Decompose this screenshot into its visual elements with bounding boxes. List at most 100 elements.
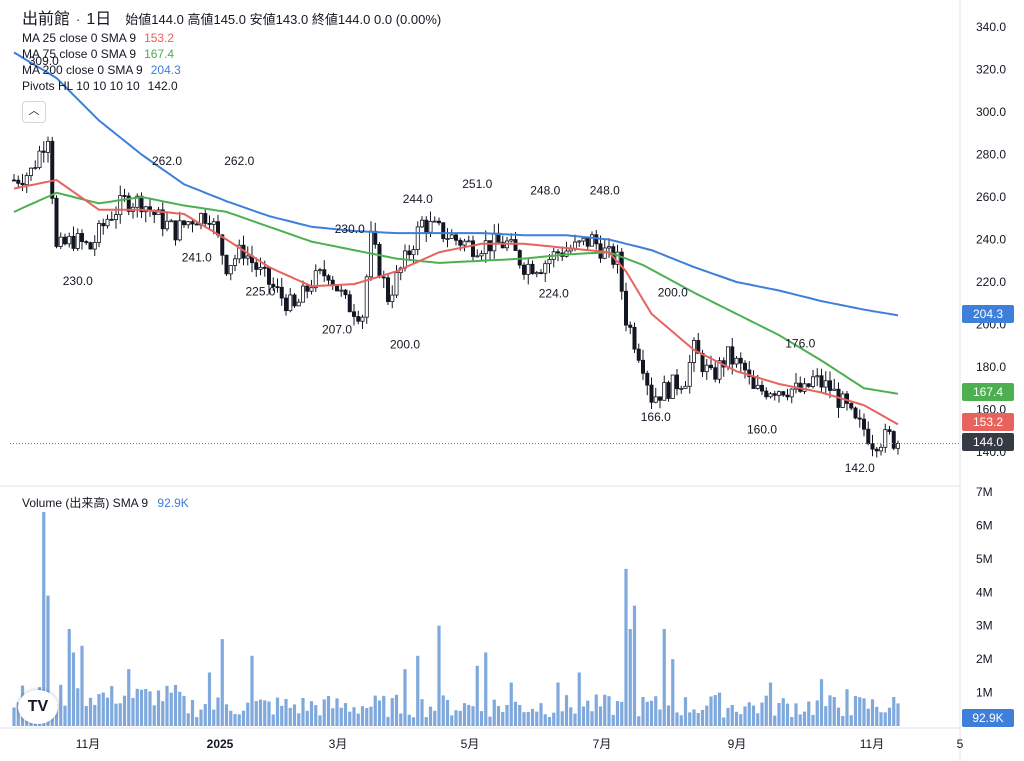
candle-body <box>874 448 879 452</box>
indicator-value: 167.4 <box>144 47 175 61</box>
low-value: 143.0 <box>275 12 309 27</box>
candle-body <box>828 380 833 391</box>
volume-bar <box>569 707 573 726</box>
volume-bar <box>394 694 399 726</box>
price-tick-label: 280.0 <box>976 148 1006 162</box>
close-label: 終値 <box>311 12 338 27</box>
volume-bar <box>594 694 598 726</box>
volume-bar <box>390 698 394 726</box>
volume-bar <box>335 698 339 726</box>
candle-body <box>658 396 663 401</box>
candle-body <box>330 279 335 286</box>
volume-bar <box>356 713 360 726</box>
candle-body <box>80 233 85 242</box>
chart-legend: 出前館 · 1日 始値144.0 高値145.0 安値143.0 終値144.0… <box>22 10 441 94</box>
tradingview-logo[interactable]: TV <box>18 690 58 724</box>
candle-body <box>92 242 97 250</box>
volume-bar <box>122 695 127 726</box>
pivot-label: 251.0 <box>462 177 492 191</box>
pivot-label: 230.0 <box>335 222 365 236</box>
candle-body <box>781 391 786 396</box>
volume-bar <box>577 672 581 726</box>
volume-bar <box>479 711 484 726</box>
volume-tick-label: 6M <box>976 518 993 532</box>
indicator-name: MA 25 close 0 SMA 9 <box>22 31 137 45</box>
volume-bar <box>152 705 156 726</box>
candle-body <box>696 340 701 354</box>
volume-bar <box>641 696 645 726</box>
collapse-legend-button[interactable]: ︿ <box>22 101 46 123</box>
volume-bar <box>598 706 603 726</box>
time-tick-label: 9月 <box>728 737 747 751</box>
candle-body <box>726 346 731 368</box>
indicator-pivots[interactable]: Pivots HL 10 10 10 10 142.0 <box>22 78 441 94</box>
candle-body <box>823 380 828 388</box>
candle-body <box>709 364 714 369</box>
volume-bar <box>301 697 305 726</box>
candle-body <box>704 364 709 373</box>
volume-bar <box>683 697 688 726</box>
candle-body <box>71 235 76 249</box>
pivot-label: 176.0 <box>785 337 815 351</box>
candle-body <box>509 239 514 242</box>
candle-body <box>322 269 327 277</box>
volume-tick-label: 2M <box>976 652 993 666</box>
candle-body <box>181 220 186 226</box>
candle-body <box>522 264 527 275</box>
candle-body <box>619 251 624 292</box>
candle-body <box>641 359 646 374</box>
volume-bar <box>280 705 284 726</box>
last-price-tag: 144.0 <box>962 433 1014 451</box>
volume-bar <box>543 714 547 726</box>
high-value: 145.0 <box>213 12 247 27</box>
volume-legend[interactable]: Volume (出来高) SMA 9 92.9K <box>22 494 189 511</box>
candle-body <box>339 289 344 292</box>
volume-bar <box>505 704 509 726</box>
indicator-ma25[interactable]: MA 25 close 0 SMA 9 153.2 <box>22 30 441 46</box>
volume-bar <box>84 706 88 726</box>
candle-body <box>539 272 544 274</box>
candle-body <box>832 388 837 391</box>
candle-body <box>483 240 488 254</box>
indicator-ma200[interactable]: MA 200 close 0 SMA 9 204.3 <box>22 62 441 78</box>
volume-bar <box>220 639 224 726</box>
indicator-ma75[interactable]: MA 75 close 0 SMA 9 167.4 <box>22 46 441 62</box>
volume-bar <box>811 714 815 726</box>
candle-body <box>883 429 888 448</box>
candle-body <box>717 360 722 380</box>
interval-label[interactable]: 1日 <box>86 11 112 28</box>
volume-bar <box>199 709 203 726</box>
volume-bar <box>518 704 522 726</box>
candle-body <box>479 253 484 257</box>
pivot-label: 248.0 <box>530 184 560 198</box>
candle-body <box>645 372 650 386</box>
ma25-price-tag: 153.2 <box>962 413 1014 431</box>
volume-bar <box>127 669 131 726</box>
candle-body <box>190 221 195 225</box>
volume-bar <box>692 709 696 726</box>
candle-body <box>37 150 42 168</box>
volume-tick-label: 4M <box>976 585 993 599</box>
volume-bar <box>832 697 836 726</box>
volume-bar <box>195 717 199 726</box>
time-tick-label: 3月 <box>329 737 348 751</box>
volume-bar <box>760 702 764 726</box>
pivot-label: 244.0 <box>403 192 433 206</box>
pivot-label: 248.0 <box>590 184 620 198</box>
volume-bar <box>590 711 594 726</box>
symbol-name[interactable]: 出前館 <box>22 11 71 28</box>
volume-bar <box>373 695 377 726</box>
candle-body <box>738 357 743 364</box>
volume-bar <box>46 595 50 726</box>
pivot-label: 262.0 <box>224 154 254 168</box>
candle-body <box>713 367 718 380</box>
candle-body <box>866 428 871 444</box>
candle-body <box>487 240 492 252</box>
candle-body <box>419 219 424 228</box>
volume-bar <box>743 706 747 726</box>
volume-bar <box>722 717 726 726</box>
candle-body <box>449 234 454 239</box>
volume-bar <box>632 605 637 726</box>
candle-body <box>262 266 267 269</box>
